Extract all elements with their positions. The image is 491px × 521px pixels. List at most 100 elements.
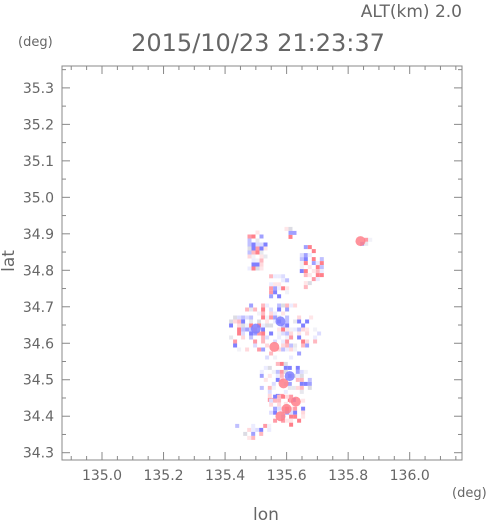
heatmap-cell <box>265 355 270 360</box>
heatmap-cell <box>281 343 286 348</box>
heatmap-cell <box>288 226 293 231</box>
heatmap-cell <box>289 414 294 419</box>
heatmap-cell <box>261 339 266 344</box>
heatmap-cell <box>245 347 250 352</box>
heatmap-cell <box>277 339 282 344</box>
heatmap-cell <box>261 331 266 336</box>
heatmap-cell <box>273 286 278 291</box>
heatmap-cell <box>263 262 268 267</box>
heatmap-cell <box>259 385 264 390</box>
heatmap-cell <box>273 406 278 411</box>
heatmap-cell <box>295 385 300 390</box>
heatmap-cell <box>295 373 300 378</box>
heatmap-cell <box>275 377 280 382</box>
heatmap-blob <box>269 341 280 352</box>
heatmap-cell <box>249 335 254 340</box>
heatmap-cell <box>309 315 314 320</box>
heatmap-cell <box>259 369 264 374</box>
heatmap-cell <box>241 315 246 320</box>
y-tick-label: 34.4 <box>23 409 54 425</box>
y-tick-label: 34.7 <box>23 300 54 316</box>
heatmap-cell <box>303 245 308 250</box>
heatmap-cell <box>305 319 310 324</box>
heatmap-cell <box>247 250 252 255</box>
heatmap-cell <box>241 319 246 324</box>
heatmap-cell <box>259 234 264 239</box>
heatmap-cell <box>273 355 278 360</box>
heatmap-cell <box>281 331 286 336</box>
heatmap-cell <box>364 241 369 246</box>
heatmap-cell <box>301 343 306 348</box>
heatmap-cell <box>315 269 320 274</box>
heatmap-cell <box>289 303 294 308</box>
heatmap-cell <box>307 245 312 250</box>
heatmap-cell <box>257 311 262 316</box>
heatmap-cell <box>301 414 306 419</box>
heatmap-cell <box>277 282 282 287</box>
heatmap-cell <box>233 343 238 348</box>
heatmap-cell <box>319 257 324 262</box>
heatmap-cell <box>237 323 242 328</box>
heatmap-cell <box>271 381 276 386</box>
heatmap-cell <box>251 262 256 267</box>
heatmap-cell <box>269 331 274 336</box>
heatmap-cell <box>269 323 274 328</box>
heatmap-cell <box>255 266 260 271</box>
heatmap-cell <box>265 335 270 340</box>
heatmap-cell <box>247 266 252 271</box>
heatmap-cell <box>233 323 238 328</box>
heatmap-cell <box>283 361 288 366</box>
heatmap-cell <box>269 311 274 316</box>
y-axis: 34.3 34.4 34.5 34.6 34.7 34.8 34.9 35.0 35.1 35.2… <box>23 69 462 462</box>
heatmap-cell <box>251 427 256 432</box>
heatmap-cell <box>311 249 316 254</box>
heatmap-cell <box>263 246 268 251</box>
heatmap-cell <box>319 265 324 270</box>
heatmap-cell <box>311 269 316 274</box>
heatmap-cell <box>285 315 290 320</box>
heatmap-blob <box>355 236 366 247</box>
heatmap-cell <box>229 335 234 340</box>
heatmap-cell <box>247 427 252 432</box>
heatmap-cell <box>303 269 308 274</box>
heatmap-cell <box>289 394 294 399</box>
heatmap-cell <box>289 327 294 332</box>
heatmap-cell <box>269 410 274 415</box>
heatmap-cell <box>299 273 304 278</box>
heatmap-cell <box>299 385 304 390</box>
heatmap-cell <box>257 347 262 352</box>
heatmap-cell <box>251 431 256 436</box>
heatmap-cell <box>245 323 250 328</box>
heatmap-cell <box>269 351 274 356</box>
heatmap-cell <box>251 242 256 247</box>
heatmap-cell <box>281 418 286 423</box>
heatmap-cell <box>285 303 290 308</box>
heatmap-cell <box>299 377 304 382</box>
heatmap-cell <box>263 373 268 378</box>
heatmap-cell <box>299 381 304 386</box>
heatmap-cell <box>305 315 310 320</box>
heatmap-cell <box>293 347 298 352</box>
heatmap-cell <box>305 327 310 332</box>
heatmap-cell <box>299 389 304 394</box>
heatmap-cell <box>261 315 266 320</box>
heatmap-cell <box>285 327 290 332</box>
heatmap-cell <box>285 335 290 340</box>
heatmap-cell <box>285 394 290 399</box>
heatmap-cell <box>253 319 258 324</box>
heatmap-cell <box>259 250 264 255</box>
heatmap-cell <box>301 323 306 328</box>
heatmap-cell <box>319 273 324 278</box>
heatmap-cell <box>233 315 238 320</box>
heatmap-cell <box>277 294 282 299</box>
y-tick-label: 34.9 <box>23 227 54 243</box>
heatmap-cell <box>281 339 286 344</box>
heatmap-cell <box>257 319 262 324</box>
heatmap-cell <box>289 418 294 423</box>
heatmap-cell <box>303 281 308 286</box>
heatmap-cell <box>307 273 312 278</box>
heatmap-cell <box>255 246 260 251</box>
heatmap-cell <box>277 394 282 399</box>
heatmap-cell <box>269 282 274 287</box>
heatmap-blob <box>290 396 301 407</box>
